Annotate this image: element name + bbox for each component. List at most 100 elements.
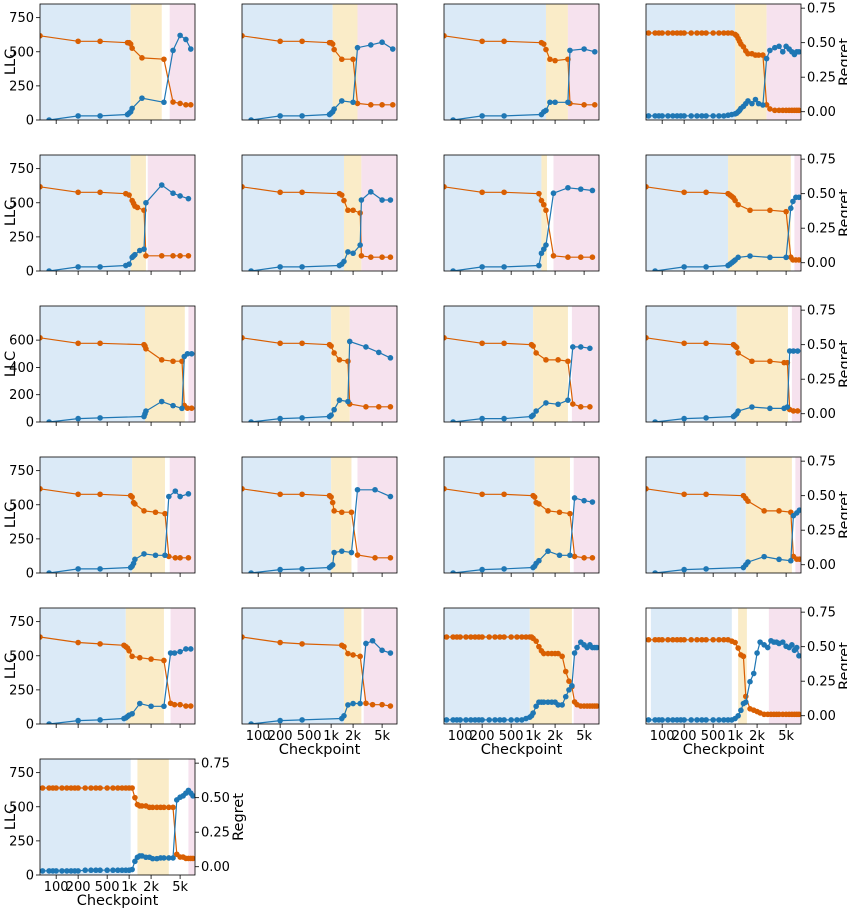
regret-point [97,641,103,647]
llc-point [75,113,81,119]
llc-point [170,190,176,197]
regret-point [745,50,751,57]
regret-point [354,100,361,107]
llc-point [486,717,493,723]
regret-point [357,653,363,660]
panel-frame [645,607,802,725]
llc-point [277,717,283,724]
llc-point [387,197,394,203]
regret-point [187,703,194,709]
y-tick-label: 750 [9,615,34,630]
phase-band-1 [444,608,530,724]
regret-point [735,201,741,208]
llc-point [387,355,394,361]
llc-point [555,702,561,708]
llc-point [767,47,773,54]
panel-frame [443,607,600,725]
llc-point [450,419,456,422]
regret-point [501,491,507,498]
y-tick-label: 500 [9,498,34,513]
regret-point [796,257,801,263]
regret-point [277,340,283,347]
llc-point [479,717,485,723]
y-tick-label: 250 [9,230,34,245]
regret-point [670,30,676,36]
llc-point [747,678,753,685]
phase-band-3 [573,457,599,573]
llc-point [97,717,103,723]
panel-6 [241,154,398,275]
llc-point [187,46,194,52]
llc-point [348,549,355,556]
llc-point [652,570,658,573]
phase-band-2 [343,608,362,724]
regret-point [533,638,539,644]
llc-point [703,566,709,572]
llc-point [149,855,156,862]
regret-point [166,804,172,811]
regret-point [139,55,145,61]
regret-point [132,794,138,801]
plot-area [444,306,599,422]
panel-frame [645,3,802,121]
panel-15 [443,456,600,577]
phase-band-1 [40,608,126,724]
llc-point [776,43,782,50]
llc-point [755,100,762,107]
plot-area [40,608,195,724]
llc-point [574,644,580,651]
panel-frame [443,456,600,574]
regret-point [170,99,176,105]
regret-point [136,654,143,661]
y-tick-label: 750 [9,766,34,781]
regret-point [555,650,561,657]
llc-point [552,99,558,106]
regret-point [363,700,369,707]
regret-point [40,183,43,190]
regret-point [338,192,345,198]
llc-point [331,106,337,112]
llc-point [132,858,138,865]
regret-point [40,785,46,791]
regret-point [129,494,135,500]
llc-point [796,48,801,55]
regret-point [177,253,183,259]
y-tick-label: 0 [26,567,34,582]
llc-point [652,419,658,422]
regret-point [703,340,709,347]
llc-point [129,105,135,112]
regret-point [550,253,557,259]
llc-point [161,703,167,710]
llc-point [665,717,671,723]
y-tick-label: 0 [26,869,34,884]
regret-point [134,204,141,211]
llc-point [110,867,116,874]
llc-point [589,187,596,194]
phase-band-1 [646,155,729,271]
panel-4: 0.00 0.25 0.50 0.75 Regret [645,2,847,124]
llc-point [136,247,143,254]
llc-point [331,549,337,556]
llc-point [136,700,143,707]
regret-tick-label: 0.25 [807,373,836,388]
y-tick-label: 750 [9,464,34,479]
llc-line [49,648,191,724]
regret-point [555,357,561,363]
regret-point [492,634,498,640]
regret-point [486,634,493,640]
regret-point [184,405,191,411]
x-tick-label: 500 [701,729,726,744]
llc-point [177,493,183,500]
llc-point [129,866,135,873]
llc-point [166,855,172,861]
regret-point [735,645,741,651]
panel-frame [39,305,196,423]
llc-point [742,699,749,705]
llc-point [358,197,365,203]
panel-frame [39,607,196,725]
regret-point [681,340,687,347]
y-axis-label: LLC [3,351,19,377]
regret-axis-label: Regret [837,189,847,237]
llc-point [545,548,551,554]
